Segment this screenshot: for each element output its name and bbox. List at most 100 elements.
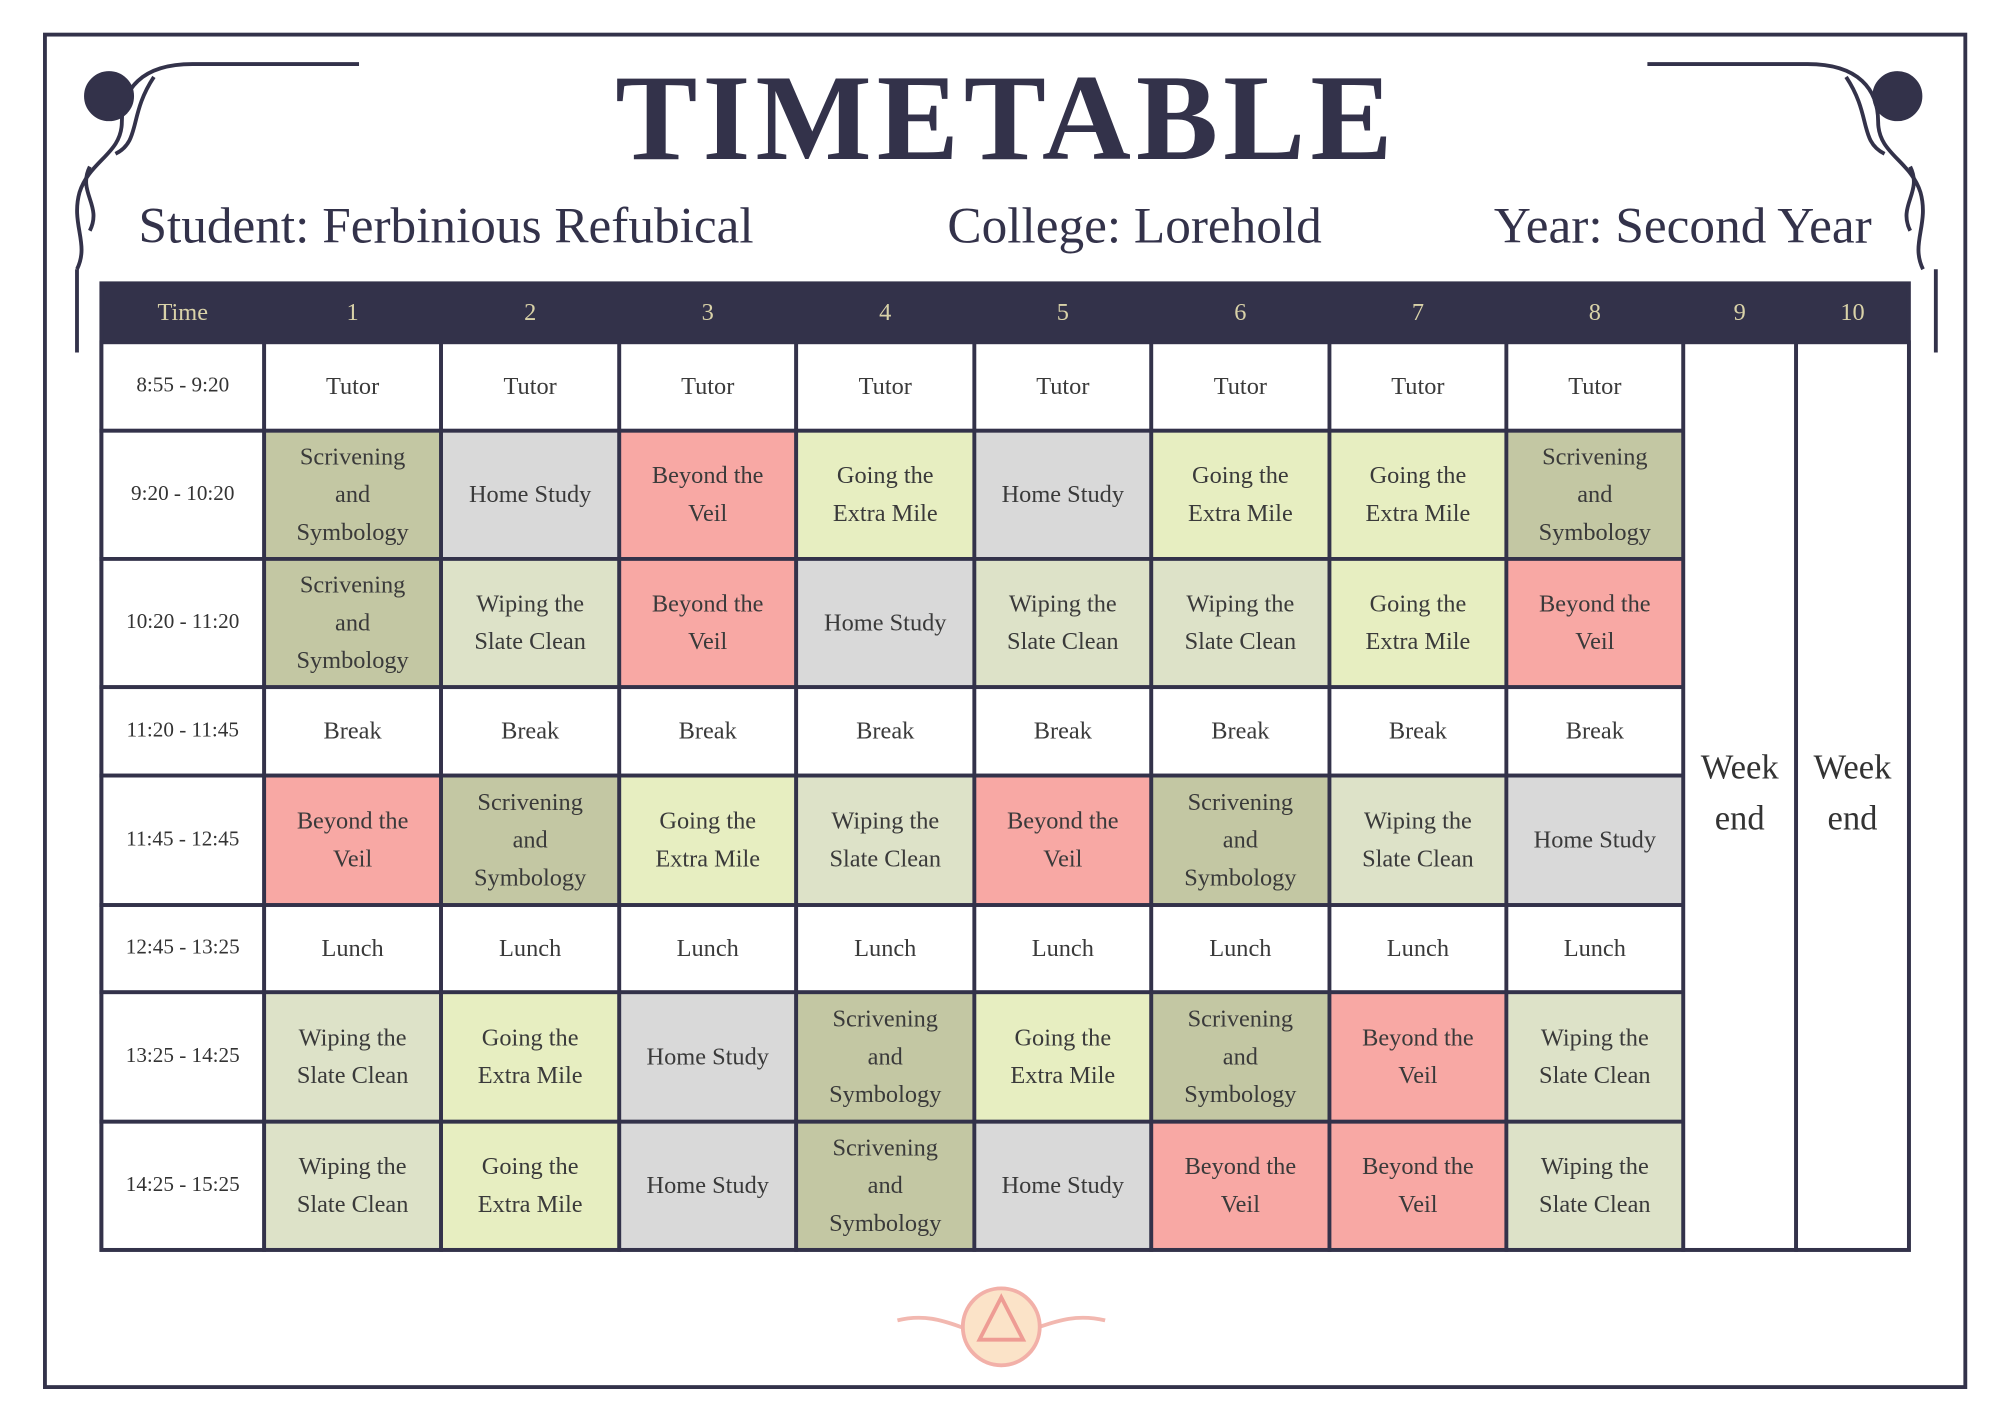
class-label: Tutor bbox=[1214, 372, 1267, 399]
column-header: 1 bbox=[347, 299, 359, 326]
time-label: 9:20 - 10:20 bbox=[131, 481, 234, 505]
class-label: Tutor bbox=[1568, 372, 1621, 399]
class-label: Lunch bbox=[1564, 935, 1626, 962]
class-label: Wiping the Slate Clean bbox=[1007, 590, 1119, 655]
class-label: Scrivening and Symbology bbox=[829, 1005, 942, 1108]
class-label: Home Study bbox=[1534, 826, 1657, 853]
class-label: Beyond the Veil bbox=[1539, 590, 1651, 655]
column-header: 2 bbox=[524, 299, 536, 326]
class-cell bbox=[1149, 340, 1332, 433]
class-label: Lunch bbox=[322, 935, 384, 962]
class-cell bbox=[1327, 1119, 1509, 1252]
class-label: Going the Extra Mile bbox=[1188, 462, 1293, 527]
class-cell bbox=[1149, 428, 1332, 561]
class-label: Going the Extra Mile bbox=[478, 1153, 583, 1218]
ornament-curl bbox=[1844, 75, 1916, 232]
class-cell bbox=[1327, 990, 1509, 1124]
class-label: Home Study bbox=[1002, 481, 1125, 508]
class-cell bbox=[262, 557, 443, 690]
class-label: Going the Extra Mile bbox=[478, 1024, 583, 1089]
class-label: Break bbox=[856, 717, 915, 744]
weekend-cell bbox=[1794, 340, 1911, 1252]
class-cell bbox=[972, 773, 1154, 907]
class-label: Break bbox=[1034, 717, 1093, 744]
class-label: Wiping the Slate Clean bbox=[829, 807, 941, 872]
emblem bbox=[896, 1286, 1106, 1368]
class-label: Home Study bbox=[647, 1043, 770, 1070]
class-label: Wiping the Slate Clean bbox=[1539, 1153, 1651, 1218]
class-label: Tutor bbox=[326, 372, 379, 399]
emblem-disc bbox=[960, 1286, 1042, 1368]
class-label: Scrivening and Symbology bbox=[1539, 443, 1652, 546]
column-header: Time bbox=[157, 299, 208, 326]
class-label: Lunch bbox=[854, 935, 916, 962]
time-cell bbox=[99, 773, 267, 907]
ornament-curl bbox=[84, 75, 156, 232]
class-cell bbox=[617, 903, 799, 995]
corner-ornament-left bbox=[75, 62, 360, 353]
class-label: Wiping the Slate Clean bbox=[297, 1024, 409, 1089]
student: Student: Ferbinious Refubical bbox=[139, 198, 754, 255]
class-label: Scrivening and Symbology bbox=[474, 788, 587, 891]
time-label: 14:25 - 15:25 bbox=[126, 1172, 240, 1196]
class-label: Going the Extra Mile bbox=[655, 807, 760, 872]
class-label: Lunch bbox=[1387, 935, 1449, 962]
time-label: 11:45 - 12:45 bbox=[126, 826, 239, 850]
column-header: 4 bbox=[879, 299, 891, 326]
ornament-flower bbox=[1872, 71, 1923, 122]
class-label: Going the Extra Mile bbox=[1366, 462, 1471, 527]
class-label: Tutor bbox=[859, 372, 912, 399]
class-label: Home Study bbox=[469, 481, 592, 508]
ornament-flower bbox=[84, 71, 135, 122]
column-header: 10 bbox=[1840, 299, 1864, 326]
emblem-mark bbox=[976, 1293, 1027, 1342]
class-label: Break bbox=[1211, 717, 1270, 744]
corner-ornament-right bbox=[1647, 62, 1938, 353]
year: Year: Second Year bbox=[1494, 198, 1872, 255]
class-cell bbox=[262, 990, 443, 1124]
class-label: Beyond the Veil bbox=[652, 590, 764, 655]
column-header: 7 bbox=[1412, 299, 1424, 326]
class-cell bbox=[1327, 773, 1509, 907]
weekend-label: Week end bbox=[1814, 748, 1893, 837]
class-label: Tutor bbox=[1036, 372, 1089, 399]
class-label: Tutor bbox=[1391, 372, 1444, 399]
class-label: Home Study bbox=[824, 609, 947, 636]
column-header: 6 bbox=[1234, 299, 1246, 326]
class-label: Lunch bbox=[677, 935, 739, 962]
header-bar bbox=[101, 283, 1909, 343]
time-label: 11:20 - 11:45 bbox=[127, 717, 239, 741]
class-cell bbox=[1149, 1119, 1332, 1252]
class-label: Lunch bbox=[499, 935, 561, 962]
class-cell bbox=[794, 685, 977, 778]
weekend-cell bbox=[1681, 340, 1799, 1252]
class-cell bbox=[1504, 340, 1686, 433]
class-cell bbox=[794, 1119, 977, 1252]
class-label: Scrivening and Symbology bbox=[1184, 788, 1297, 891]
column-header: 9 bbox=[1734, 299, 1746, 326]
class-cell bbox=[972, 990, 1154, 1124]
time-label: 13:25 - 14:25 bbox=[126, 1043, 240, 1067]
table-border bbox=[99, 281, 1911, 1252]
class-label: Going the Extra Mile bbox=[1366, 590, 1471, 655]
class-label: Wiping the Slate Clean bbox=[474, 590, 586, 655]
class-label: Scrivening and Symbology bbox=[296, 443, 409, 546]
class-cell bbox=[1149, 990, 1332, 1124]
class-cell bbox=[262, 1119, 443, 1252]
class-label: Break bbox=[324, 717, 383, 744]
class-label: Wiping the Slate Clean bbox=[1539, 1024, 1651, 1089]
class-label: Break bbox=[501, 717, 560, 744]
class-cell bbox=[617, 1119, 799, 1252]
column-header: 3 bbox=[702, 299, 714, 326]
column-header: 8 bbox=[1589, 299, 1601, 326]
class-label: Wiping the Slate Clean bbox=[297, 1153, 409, 1218]
class-cell bbox=[1504, 685, 1686, 778]
class-label: Scrivening and Symbology bbox=[1184, 1005, 1297, 1108]
time-label: 10:20 - 11:20 bbox=[126, 609, 239, 633]
class-label: Home Study bbox=[647, 1172, 770, 1199]
class-label: Tutor bbox=[504, 372, 557, 399]
class-label: Wiping the Slate Clean bbox=[1362, 807, 1474, 872]
class-cell bbox=[794, 990, 977, 1124]
timetable-grid: Time 1 2 3 4 5 6 7 8 9 10 8:55 - 9:20 Tutor Tutor Tuto… bbox=[99, 281, 1911, 1252]
